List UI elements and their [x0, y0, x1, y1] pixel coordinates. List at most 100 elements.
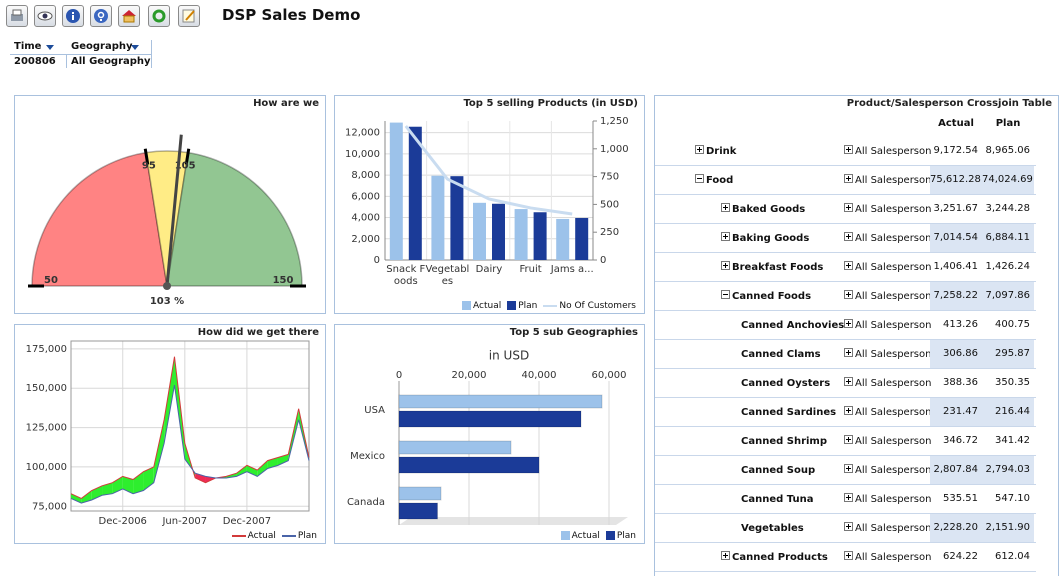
bar: [398, 410, 582, 428]
expand-toggle[interactable]: [844, 493, 853, 502]
difference-area: [133, 471, 144, 494]
actual-cell: 346.72: [943, 435, 978, 446]
info-button[interactable]: [62, 5, 84, 27]
bar: [398, 486, 442, 501]
icon: [182, 9, 195, 23]
plan-cell: 1,426.24: [985, 261, 1030, 272]
row-label: Canned Shrimp: [741, 436, 828, 447]
expand-toggle[interactable]: [721, 551, 730, 560]
actual-cell: 231.47: [930, 398, 982, 426]
trend-panel: 75,000 100,000 125,000 150,000 175,000 Dec-20…: [14, 324, 326, 544]
gauge-panel: 50 95 105 150 103 % How are we: [14, 95, 326, 314]
expand-toggle[interactable]: [695, 174, 704, 183]
difference-area: [81, 490, 92, 504]
legend-item: Actual: [231, 531, 276, 541]
bar: [398, 456, 540, 474]
expand-toggle[interactable]: [844, 319, 853, 328]
dropdown-arrow[interactable]: [46, 45, 54, 50]
column-header: Actual: [938, 118, 974, 129]
y-tick-label: 2,000: [351, 234, 380, 245]
hbar-chart: in USD 0 20,000 40,000 60,000 USA Mexico Canada: [347, 349, 628, 525]
expand-toggle[interactable]: [844, 203, 853, 212]
expand-toggle[interactable]: [721, 232, 730, 241]
y2-tick-label: 750: [600, 172, 619, 183]
row-label: Baked Goods: [732, 204, 806, 215]
row-label: Canned Sardines: [741, 407, 837, 418]
row-label: Canned Tuna: [741, 494, 814, 505]
app-title: DSP Sales Demo: [222, 6, 361, 24]
icon: [94, 9, 108, 23]
bar: [408, 126, 422, 260]
row-label: Canned Soup: [741, 465, 816, 476]
x-tick-label: Fruit: [519, 264, 542, 275]
y-tick-label: 4,000: [351, 213, 380, 224]
actual-cell: 7,258.22: [930, 282, 982, 310]
legend-item: Plan: [605, 531, 636, 541]
expand-toggle[interactable]: [721, 203, 730, 212]
view-button[interactable]: [34, 5, 56, 27]
x-tick-label: Dec-2006: [99, 516, 147, 527]
expand-toggle[interactable]: [721, 290, 730, 299]
help-button[interactable]: [90, 5, 112, 27]
bar: [431, 175, 445, 260]
difference-area: [236, 465, 247, 477]
plan-cell: 350.35: [995, 377, 1030, 388]
print-button[interactable]: [6, 5, 28, 27]
table-row: Canned Products All Salesperson 624.22 612.…: [655, 543, 1036, 572]
table-row: Baking Goods All Salesperson 7,014.54 6,884…: [655, 224, 1036, 253]
y-tick-label: 75,000: [32, 501, 67, 512]
salesperson: All Salesperson: [855, 436, 932, 447]
filter-value: 200806: [14, 56, 56, 67]
expand-toggle[interactable]: [844, 290, 853, 299]
legend-label: Plan: [518, 301, 538, 311]
difference-area: [153, 419, 165, 483]
expand-toggle[interactable]: [844, 406, 853, 415]
table-row: Canned Foods All Salesperson 7,258.22 7,097…: [655, 282, 1036, 311]
expand-toggle[interactable]: [844, 145, 853, 154]
expand-toggle[interactable]: [844, 261, 853, 270]
expand-toggle[interactable]: [844, 174, 853, 183]
expand-toggle[interactable]: [844, 551, 853, 560]
legend-item: No Of Customers: [543, 301, 636, 311]
y-tick-label: 12,000: [345, 128, 380, 139]
salesperson: All Salesperson: [855, 146, 932, 157]
y-tick-label: USA: [364, 405, 385, 416]
legend-label: Actual: [571, 531, 600, 541]
filter-label: Time: [14, 41, 42, 52]
home-button[interactable]: [118, 5, 140, 27]
bar: [473, 202, 486, 260]
expand-toggle[interactable]: [844, 377, 853, 386]
salesperson: All Salesperson: [855, 407, 932, 418]
row-label: Canned Products: [732, 552, 828, 563]
refresh-button[interactable]: [148, 5, 170, 27]
legend-swatch: [462, 301, 472, 310]
expand-toggle[interactable]: [844, 435, 853, 444]
gauge-band: [31, 151, 168, 287]
y-tick-label: 100,000: [26, 462, 67, 473]
expand-toggle[interactable]: [844, 348, 853, 357]
edit-button[interactable]: [178, 5, 200, 27]
y2-tick-label: 1,000: [600, 144, 629, 155]
table-row: Canned Soup All Salesperson 2,807.84 2,794.…: [655, 456, 1036, 485]
expand-toggle[interactable]: [695, 145, 704, 154]
expand-toggle[interactable]: [844, 522, 853, 531]
plan-cell: 547.10: [995, 493, 1030, 504]
salesperson: All Salesperson: [855, 175, 932, 186]
legend-label: Actual: [247, 531, 276, 541]
dropdown-arrow[interactable]: [131, 45, 139, 50]
expand-toggle[interactable]: [721, 261, 730, 270]
expand-toggle[interactable]: [844, 464, 853, 473]
gauge-tick-label: 150: [273, 275, 294, 286]
expand-toggle[interactable]: [844, 232, 853, 241]
plan-cell: 74,024.69: [982, 166, 1034, 194]
bar: [556, 218, 570, 260]
y-tick-label: Mexico: [350, 451, 385, 462]
legend: Actual Plan: [560, 531, 636, 541]
plan-cell: 3,244.28: [985, 203, 1030, 214]
difference-area: [122, 476, 134, 494]
series-line: [404, 125, 573, 216]
legend: Actual Plan: [231, 531, 317, 541]
plan-cell: 2,794.03: [982, 456, 1034, 484]
actual-cell: 306.86: [930, 340, 982, 368]
